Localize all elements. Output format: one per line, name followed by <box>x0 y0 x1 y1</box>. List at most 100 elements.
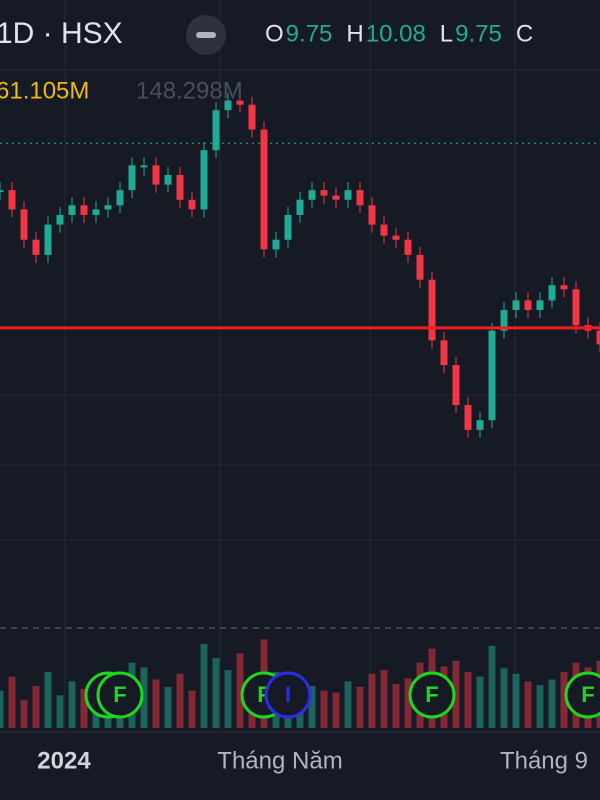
candle-body <box>140 165 148 168</box>
volume-bar <box>476 676 484 728</box>
candle-body <box>248 104 256 130</box>
volume-bar <box>548 679 556 728</box>
event-marker <box>408 671 456 719</box>
candle-body <box>476 420 484 430</box>
volume-bar <box>188 690 196 728</box>
ohlc-value: 9.75 <box>455 20 502 47</box>
volume-bar <box>380 670 388 728</box>
candle-body <box>404 239 412 255</box>
candle-body <box>224 100 232 111</box>
volume-bar <box>512 673 520 728</box>
event-label: F <box>113 682 126 707</box>
x-tick-label: Tháng 9 <box>500 747 588 774</box>
ohlc: O 9.75 H 10.08 L 9.75 C <box>265 20 533 47</box>
x-tick-label: 2024 <box>37 747 91 774</box>
candle-body <box>548 285 556 301</box>
candle-body <box>416 254 424 280</box>
volume-bar <box>20 700 28 728</box>
candle-body <box>500 310 508 331</box>
event-label: F <box>581 682 594 707</box>
candle-body <box>260 129 268 250</box>
candle-body <box>80 205 88 215</box>
candle-body <box>392 235 400 240</box>
event-marker <box>96 671 144 719</box>
candle-body <box>8 190 16 210</box>
ohlc-label: H <box>346 20 363 47</box>
candle-body <box>0 190 4 193</box>
volume-bar <box>464 672 472 728</box>
ohlc-label: C <box>516 20 533 47</box>
candle-body <box>212 110 220 151</box>
symbol: 1D · HSX <box>0 17 123 50</box>
candle-body <box>536 300 544 310</box>
volume-value: 61.105M <box>0 77 89 104</box>
volume-bar <box>536 685 544 728</box>
volume-bar <box>356 686 364 728</box>
volume-bar <box>0 690 4 728</box>
candle-body <box>428 279 436 341</box>
candle-body <box>104 205 112 210</box>
volume-bar <box>32 686 40 728</box>
volume-bar <box>44 672 52 728</box>
volume-bar <box>56 695 64 728</box>
volume-bar <box>8 676 16 728</box>
candle-body <box>488 330 496 421</box>
candle-body <box>560 285 568 290</box>
ohlc-label: L <box>440 20 453 47</box>
volume-bar <box>164 686 172 728</box>
volume-bar <box>80 688 88 728</box>
candle-body <box>128 165 136 191</box>
candle-body <box>440 340 448 366</box>
volume-bar <box>308 686 316 728</box>
ohlc-label: O <box>265 20 284 47</box>
volume-bar <box>68 681 76 728</box>
volume-bar <box>152 679 160 728</box>
candle-body <box>68 205 76 215</box>
volume-bar <box>404 678 412 728</box>
candle-body <box>368 205 376 225</box>
event-label: F <box>425 682 438 707</box>
candle-body <box>380 224 388 236</box>
candle-body <box>320 190 328 196</box>
volume-bar <box>140 667 148 728</box>
volume-bar <box>368 673 376 728</box>
volume-ma: 148.298M <box>136 77 243 104</box>
candle-body <box>572 289 580 326</box>
event-marker <box>264 671 312 719</box>
candle-body <box>32 239 40 255</box>
candle-body <box>164 174 172 185</box>
candle-body <box>512 300 520 310</box>
candle-body <box>44 224 52 255</box>
event-label: I <box>285 682 291 707</box>
volume-bar <box>332 692 340 728</box>
candle-body <box>92 209 100 215</box>
ohlc-value: 10.08 <box>366 20 426 47</box>
volume-bar <box>200 644 208 728</box>
candle-body <box>296 199 304 215</box>
candle-body <box>152 165 160 185</box>
candle-body <box>20 209 28 240</box>
candle-body <box>272 239 280 250</box>
candle-body <box>284 214 292 240</box>
candle-body <box>524 300 532 310</box>
minus-icon <box>196 32 216 38</box>
volume-bar <box>224 670 232 728</box>
ohlc-value: 9.75 <box>286 20 333 47</box>
candle-body <box>596 330 600 345</box>
candle-body <box>344 190 352 200</box>
candle-body <box>452 365 460 406</box>
candle-body <box>56 214 64 225</box>
grid <box>0 0 600 730</box>
candle-body <box>188 199 196 210</box>
volume-bar <box>452 660 460 728</box>
candle-body <box>116 190 124 206</box>
volume-bar <box>344 681 352 728</box>
candle-body <box>308 190 316 200</box>
candle-body <box>332 195 340 200</box>
header: 1D · HSX O 9.75 H 10.08 L 9.75 C 61.105M 148.2… <box>0 15 533 104</box>
volume-bar <box>236 653 244 728</box>
volume-bar <box>320 690 328 728</box>
candle-body <box>200 150 208 210</box>
